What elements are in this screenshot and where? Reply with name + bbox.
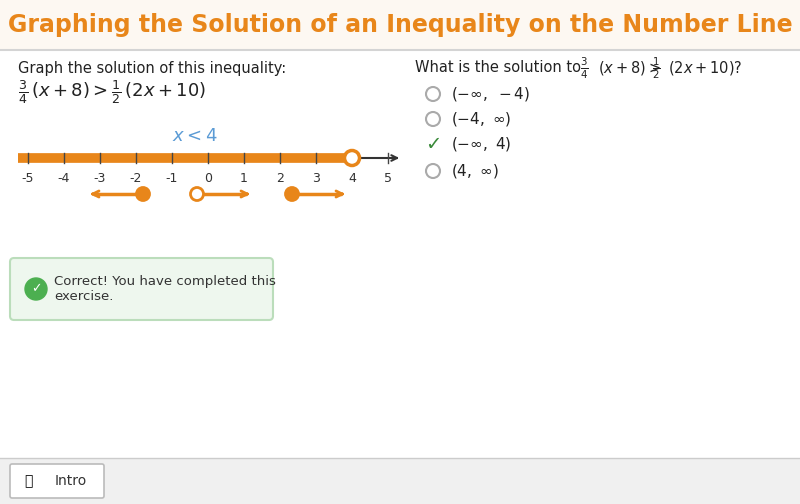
Text: -4: -4 (58, 172, 70, 185)
Text: -2: -2 (130, 172, 142, 185)
Text: Intro: Intro (55, 474, 87, 488)
Text: $(2x + 10)?$: $(2x + 10)?$ (668, 59, 742, 77)
FancyBboxPatch shape (0, 458, 800, 504)
Text: ✓: ✓ (30, 283, 42, 295)
Circle shape (137, 187, 150, 201)
Circle shape (286, 187, 298, 201)
Text: 0: 0 (204, 172, 212, 185)
Text: $(-\infty,\ -4)$: $(-\infty,\ -4)$ (451, 85, 530, 103)
Text: 🔊: 🔊 (24, 474, 32, 488)
Text: Correct! You have completed this: Correct! You have completed this (54, 275, 276, 287)
Text: $(x + 8) > $: $(x + 8) > $ (598, 59, 661, 77)
Text: ✓: ✓ (425, 135, 441, 154)
Text: -1: -1 (166, 172, 178, 185)
Text: Graph the solution of this inequality:: Graph the solution of this inequality: (18, 60, 286, 76)
Text: 1: 1 (240, 172, 248, 185)
Text: $(-4,\ \infty)$: $(-4,\ \infty)$ (451, 110, 511, 128)
Text: What is the solution to: What is the solution to (415, 60, 586, 76)
Text: exercise.: exercise. (54, 290, 114, 303)
Text: -3: -3 (94, 172, 106, 185)
Circle shape (190, 187, 203, 201)
Text: $\frac{3}{4}$: $\frac{3}{4}$ (580, 55, 589, 81)
FancyBboxPatch shape (10, 464, 104, 498)
Text: $\frac{1}{2}$: $\frac{1}{2}$ (652, 55, 661, 81)
FancyBboxPatch shape (0, 0, 800, 50)
Text: $x < 4$: $x < 4$ (172, 127, 218, 145)
Text: $\frac{3}{4}\,(x + 8) > \frac{1}{2}\,(2x + 10)$: $\frac{3}{4}\,(x + 8) > \frac{1}{2}\,(2x… (18, 78, 206, 106)
Circle shape (345, 151, 359, 165)
Text: 2: 2 (276, 172, 284, 185)
Text: -5: -5 (22, 172, 34, 185)
FancyBboxPatch shape (10, 258, 273, 320)
Text: 3: 3 (312, 172, 320, 185)
Circle shape (25, 278, 47, 300)
Text: $(-\infty,\ 4)$: $(-\infty,\ 4)$ (451, 135, 511, 153)
Text: 4: 4 (348, 172, 356, 185)
Text: Graphing the Solution of an Inequality on the Number Line: Graphing the Solution of an Inequality o… (8, 13, 792, 37)
Text: 5: 5 (384, 172, 392, 185)
Text: $(4,\ \infty)$: $(4,\ \infty)$ (451, 162, 498, 180)
